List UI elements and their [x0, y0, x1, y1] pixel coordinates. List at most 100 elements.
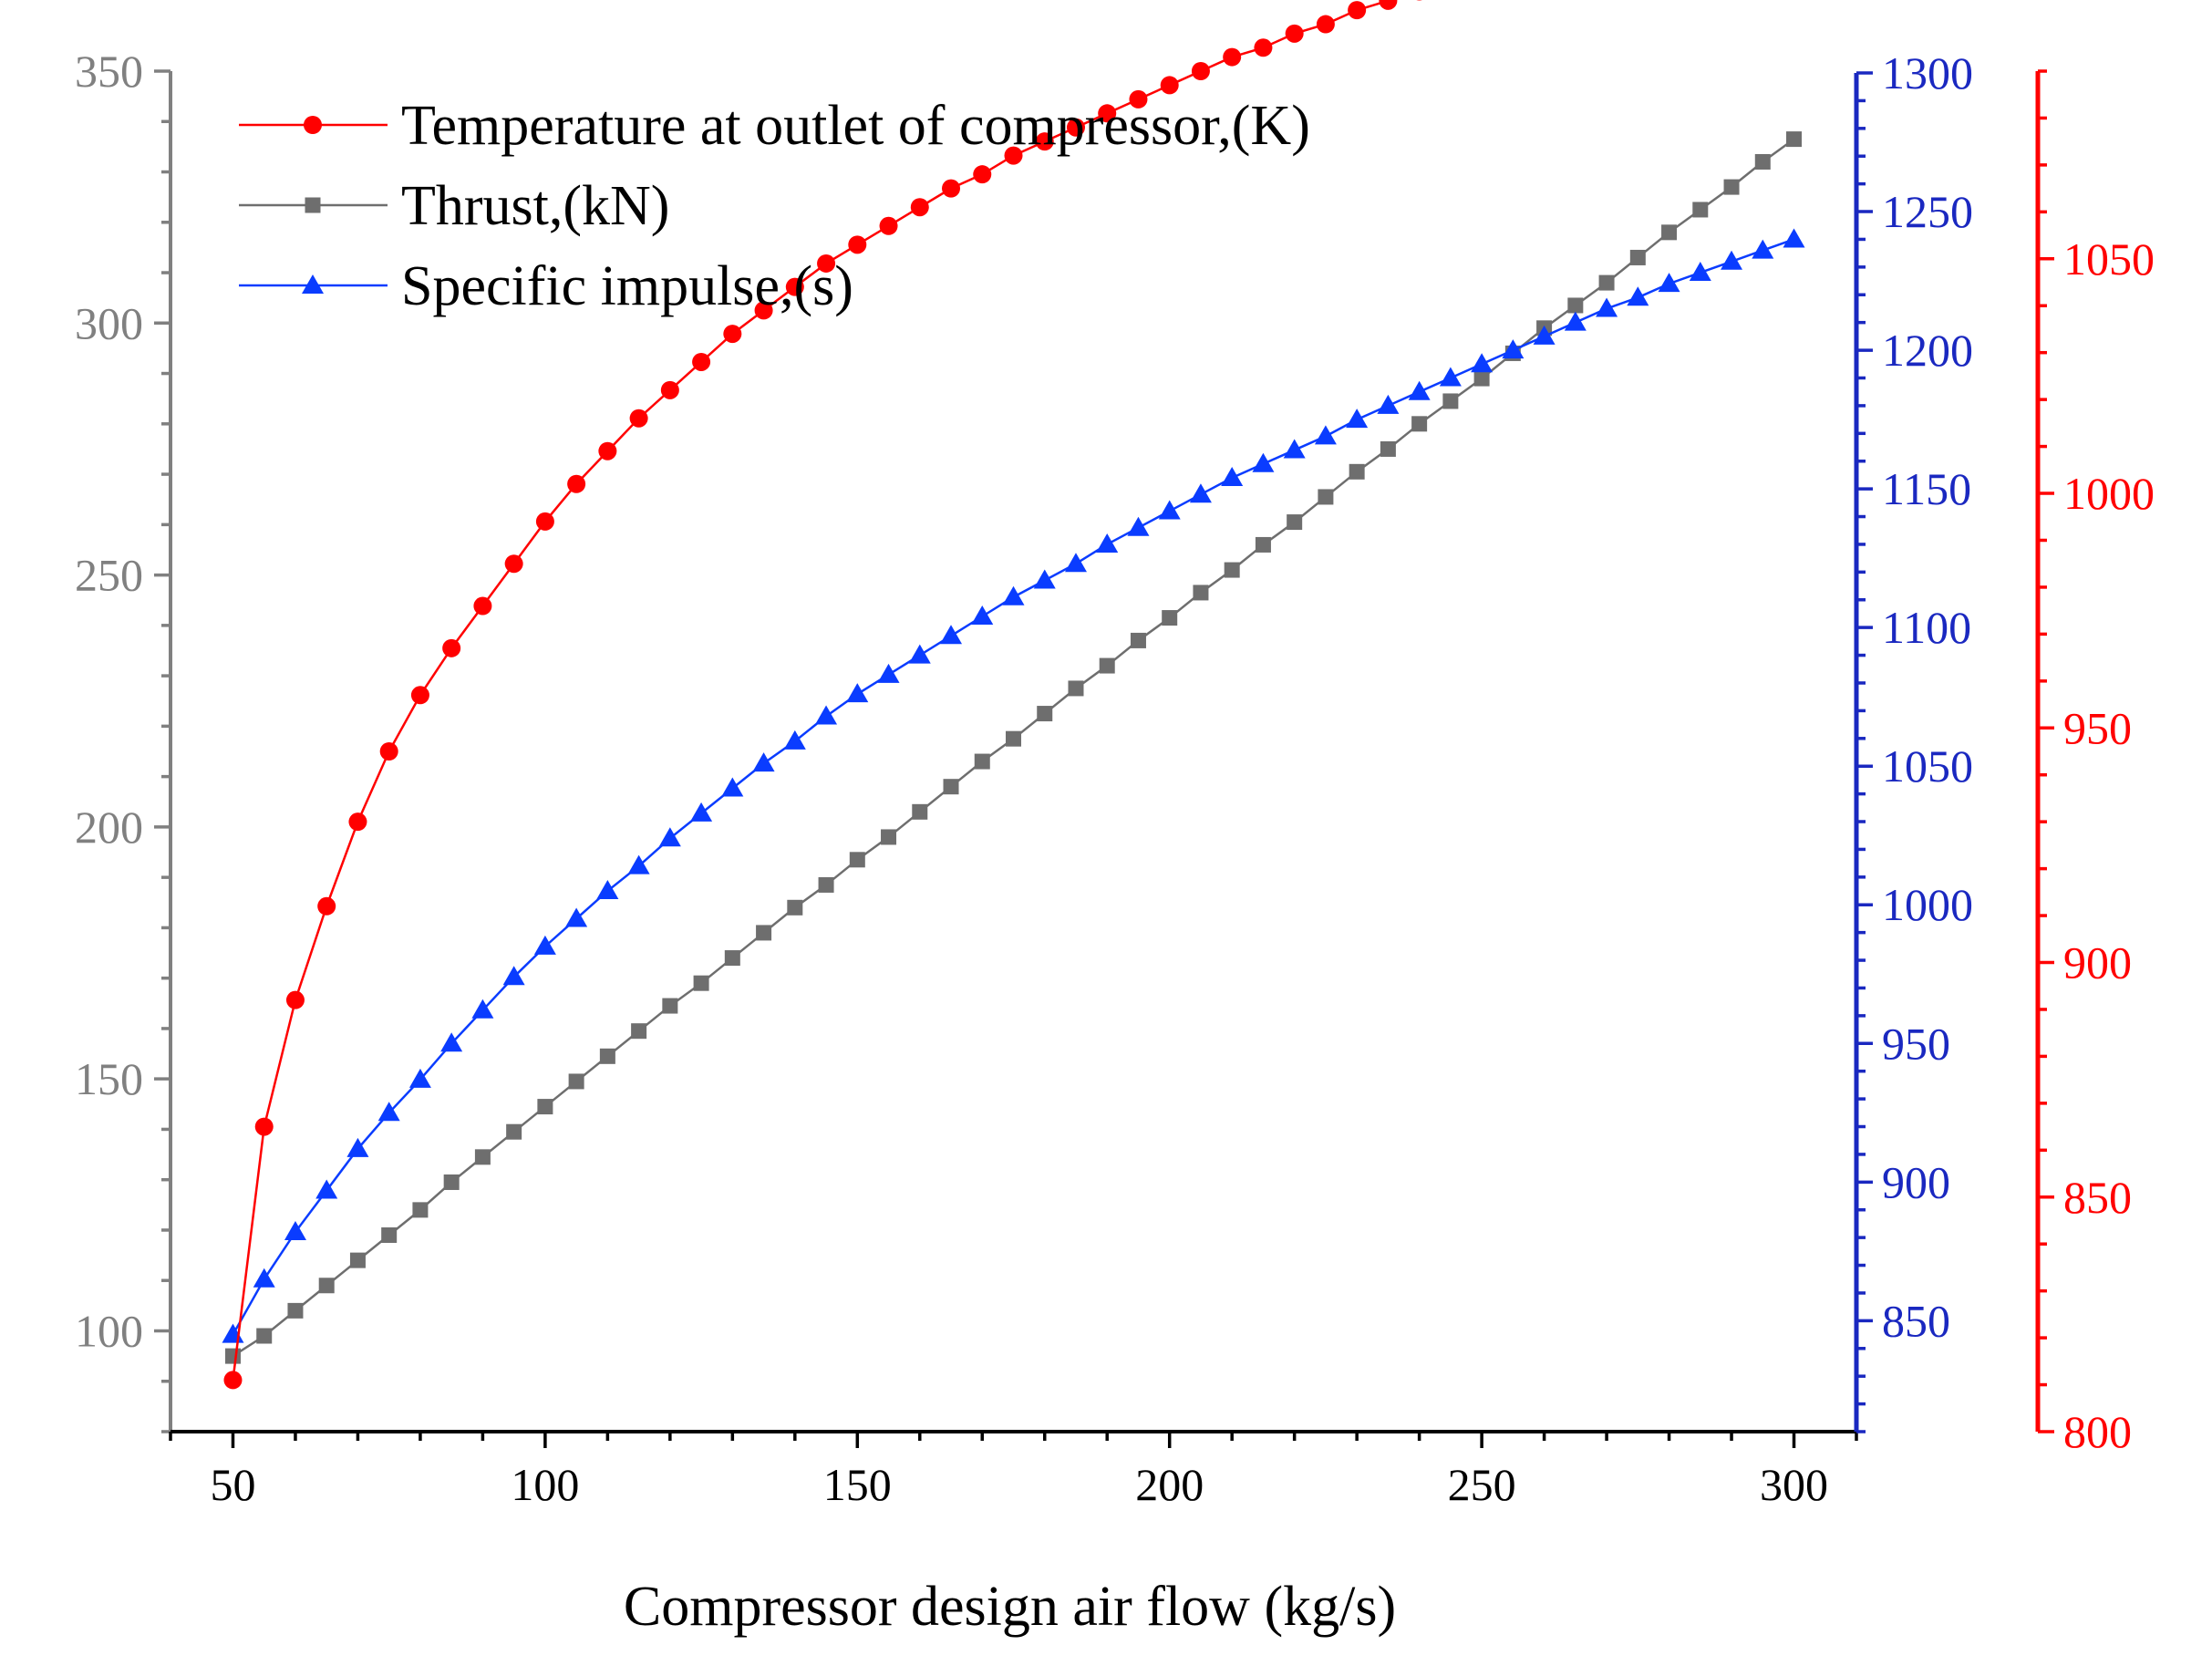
temperature-point	[285, 990, 305, 1009]
thrust-point	[1162, 610, 1178, 626]
temperature-point	[629, 409, 648, 428]
thrust-point	[912, 803, 928, 820]
blue-axis-tick-label: 850	[1882, 1295, 1950, 1346]
legend-item-specific-impulse: Specific impulse,(s)	[239, 255, 853, 317]
thrust-point	[1411, 416, 1428, 432]
thrust-point	[1006, 730, 1021, 747]
thrust-point	[287, 1302, 304, 1319]
thrust-point	[1786, 131, 1803, 148]
specific-impulse-point	[658, 827, 681, 847]
specific-impulse-point	[1783, 228, 1805, 248]
specific-impulse-point	[502, 966, 525, 986]
thrust-point	[631, 1023, 647, 1040]
specific-impulse-point	[565, 907, 588, 927]
thrust-point	[787, 899, 803, 916]
specific-impulse-point	[596, 880, 619, 900]
temperature-point	[442, 638, 461, 657]
axes-layer: 100 150 200 250 300 350 50 100 150 200 250 300 850 90…	[75, 46, 2155, 1510]
temperature-point	[817, 254, 836, 273]
temperature-point	[1379, 0, 1398, 10]
specific-impulse-point	[971, 605, 994, 625]
red-axis-tick-label: 1000	[2063, 468, 2155, 519]
thrust-point	[1442, 393, 1459, 409]
specific-impulse-point	[783, 730, 806, 750]
specific-impulse-point	[752, 752, 775, 772]
thrust-point	[693, 975, 709, 991]
thrust-point	[1318, 489, 1334, 505]
specific-impulse-point	[908, 644, 931, 664]
thrust-point	[1037, 706, 1053, 722]
temperature-point	[379, 742, 398, 761]
specific-impulse-point	[1346, 409, 1369, 429]
red-axis-tick-label: 850	[2063, 1172, 2132, 1223]
left-axis-tick-label: 350	[75, 46, 143, 97]
thrust-point	[1723, 179, 1740, 195]
left-axis-tick-label: 200	[75, 802, 143, 853]
thrust-point	[1598, 274, 1615, 291]
thrust-point	[756, 925, 772, 941]
thrust-point	[662, 998, 678, 1014]
specific-impulse-point	[377, 1102, 400, 1122]
blue-axis-tick-label: 1200	[1882, 325, 1973, 376]
specific-impulse-point	[1064, 553, 1087, 573]
temperature-point	[754, 301, 773, 320]
specific-impulse-point	[1658, 273, 1680, 293]
x-axis-tick-label: 200	[1135, 1459, 1204, 1510]
specific-impulse-point	[1752, 239, 1774, 259]
specific-impulse-point	[533, 935, 556, 955]
red-axis-tick-label: 800	[2063, 1406, 2132, 1457]
thrust-point	[881, 829, 897, 845]
thrust-point	[506, 1123, 522, 1140]
thrust-point	[412, 1202, 429, 1218]
specific-impulse-point	[408, 1068, 431, 1088]
temperature-point	[1004, 146, 1023, 165]
temperature-point	[1066, 118, 1085, 137]
thrust-line	[232, 138, 1795, 1358]
specific-impulse-point	[1627, 286, 1649, 306]
blue-axis-tick-label: 1000	[1882, 879, 1973, 930]
specific-impulse-point	[253, 1268, 275, 1288]
specific-impulse-point	[1221, 466, 1244, 486]
specific-impulse-point	[1596, 297, 1618, 317]
series-layer	[222, 0, 1805, 1390]
specific-impulse-point	[940, 625, 963, 645]
temperature-point	[598, 441, 617, 460]
temperature-point	[723, 325, 742, 344]
specific-impulse-point	[846, 683, 869, 703]
specific-impulse-point	[471, 999, 494, 1019]
left-axis-tick-label: 300	[75, 297, 143, 348]
blue-axis-tick-label: 1300	[1882, 47, 1973, 98]
thrust-point	[599, 1048, 615, 1064]
thrust-point	[1068, 680, 1084, 697]
thrust-point	[724, 950, 740, 967]
thrust-point	[568, 1073, 584, 1090]
temperature-point	[410, 686, 429, 705]
specific-impulse-point	[1471, 353, 1494, 373]
specific-impulse-point	[1502, 339, 1525, 359]
thrust-point	[318, 1278, 335, 1294]
temperature-point	[1285, 24, 1304, 43]
legend-label-thrust: Thrust,(kN)	[401, 175, 669, 237]
blue-axis-tick-label: 950	[1882, 1018, 1950, 1069]
specific-impulse-point	[440, 1032, 463, 1052]
thrust-point	[849, 852, 865, 868]
specific-impulse-point	[1283, 439, 1306, 459]
thrust-point	[1473, 370, 1490, 387]
temperature-point	[1129, 89, 1148, 109]
specific-impulse-point	[1127, 516, 1150, 536]
specific-impulse-point	[1096, 533, 1119, 553]
thrust-point	[1629, 249, 1646, 265]
temperature-point	[910, 198, 929, 217]
temperature-point	[785, 277, 804, 296]
temperature-point	[1035, 132, 1054, 151]
red-axis-tick-label: 900	[2063, 937, 2132, 988]
temperature-point	[1160, 76, 1179, 95]
thrust-point	[349, 1252, 366, 1268]
x-axis-tick-label: 50	[210, 1459, 255, 1510]
specific-impulse-series	[222, 228, 1805, 1343]
blue-axis-tick-label: 1150	[1882, 463, 1971, 514]
specific-impulse-point	[877, 663, 900, 683]
thrust-point	[224, 1348, 241, 1364]
blue-axis-tick-label: 900	[1882, 1156, 1950, 1207]
x-axis-tick-label: 150	[823, 1459, 892, 1510]
